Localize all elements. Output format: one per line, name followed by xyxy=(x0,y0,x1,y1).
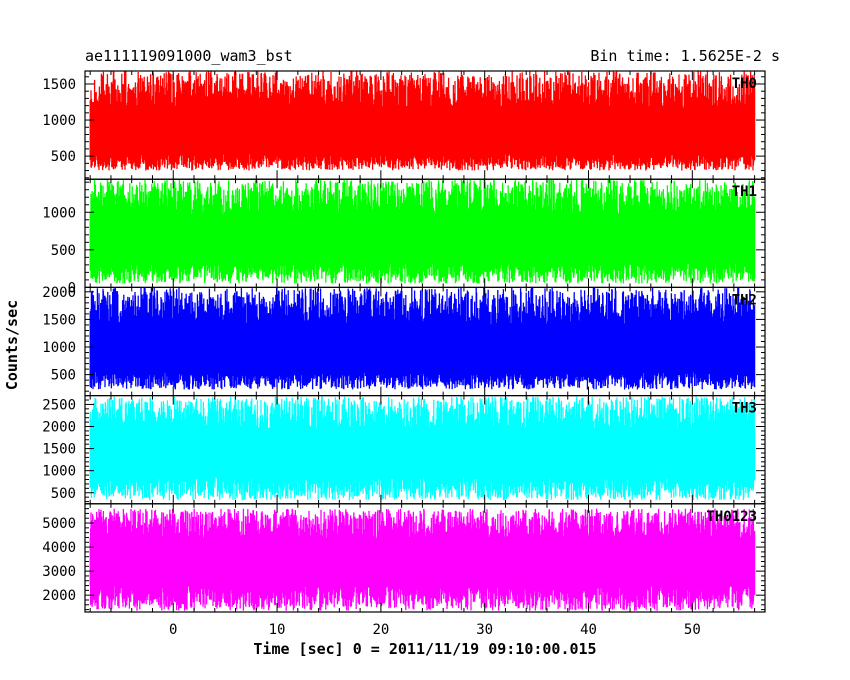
panel-label: TH2 xyxy=(732,292,757,308)
y-tick-label: 0 xyxy=(68,280,76,296)
y-tick-label: 1000 xyxy=(42,464,76,480)
series-line-th1 xyxy=(89,179,756,284)
y-tick-label: 1500 xyxy=(42,442,76,458)
y-tick-label: 2000 xyxy=(42,588,76,604)
y-tick-label: 500 xyxy=(51,486,76,502)
panel-frame xyxy=(84,503,766,613)
series-band-th1 xyxy=(92,231,753,259)
y-tick-label: 2500 xyxy=(42,397,76,413)
y-tick-label: 2000 xyxy=(42,420,76,436)
x-tick-label: 40 xyxy=(580,622,597,638)
x-tick-label: 20 xyxy=(372,622,389,638)
x-axis-title: Time [sec] 0 = 2011/11/19 09:10:00.015 xyxy=(253,640,596,658)
y-tick-label: 500 xyxy=(51,368,76,384)
y-tick-label: 1000 xyxy=(42,113,76,129)
y-tick-label: 2000 xyxy=(42,285,76,301)
panel-label: TH3 xyxy=(732,401,757,417)
y-axis-title: Counts/sec xyxy=(3,300,21,390)
panel-label: TH0123 xyxy=(706,509,757,525)
x-tick-label: 0 xyxy=(169,622,177,638)
y-tick-label: 1000 xyxy=(42,340,76,356)
y-tick-label: 500 xyxy=(51,243,76,259)
y-tick-label: 1000 xyxy=(42,205,76,221)
series-band-th2 xyxy=(92,345,753,369)
series-band-th3 xyxy=(92,442,753,473)
panel-th0123: 2000 3000 4000 5000 TH0123 xyxy=(42,503,766,613)
y-tick-label: 1500 xyxy=(42,77,76,93)
series-line-th0 xyxy=(89,71,756,171)
x-tick-labels: 0 10 20 30 40 50 xyxy=(169,622,701,638)
y-tick-label: 4000 xyxy=(42,540,76,556)
y-tick-label: 1500 xyxy=(42,312,76,328)
series-band-th0123 xyxy=(92,547,753,581)
panel-label: TH1 xyxy=(732,184,757,200)
x-tick-label: 50 xyxy=(684,622,701,638)
x-tick-label: 10 xyxy=(269,622,286,638)
panel-th0: 500 1000 1500 TH0 xyxy=(42,70,766,180)
y-tick-label: 500 xyxy=(51,149,76,165)
series-band-th0 xyxy=(92,129,753,151)
panel-label: TH0 xyxy=(732,76,757,92)
y-tick-label: 5000 xyxy=(42,516,76,532)
x-tick-label: 30 xyxy=(476,622,493,638)
y-tick-label: 3000 xyxy=(42,564,76,580)
panel-th3: 500 1000 1500 2000 2500 TH3 xyxy=(42,395,766,505)
panel-th1: 0 500 1000 TH1 xyxy=(42,178,766,296)
plot-title: ae111119091000_wam3_bst xyxy=(85,47,293,65)
series-line-th2 xyxy=(89,287,756,390)
panel-stack: 500 1000 1500 TH0 0 500 1000 TH1 500 1000 1500 2000… xyxy=(42,70,766,613)
panel-th2: 500 1000 1500 2000 TH2 xyxy=(42,285,766,397)
bin-time-label: Bin time: 1.5625E-2 s xyxy=(590,47,780,65)
